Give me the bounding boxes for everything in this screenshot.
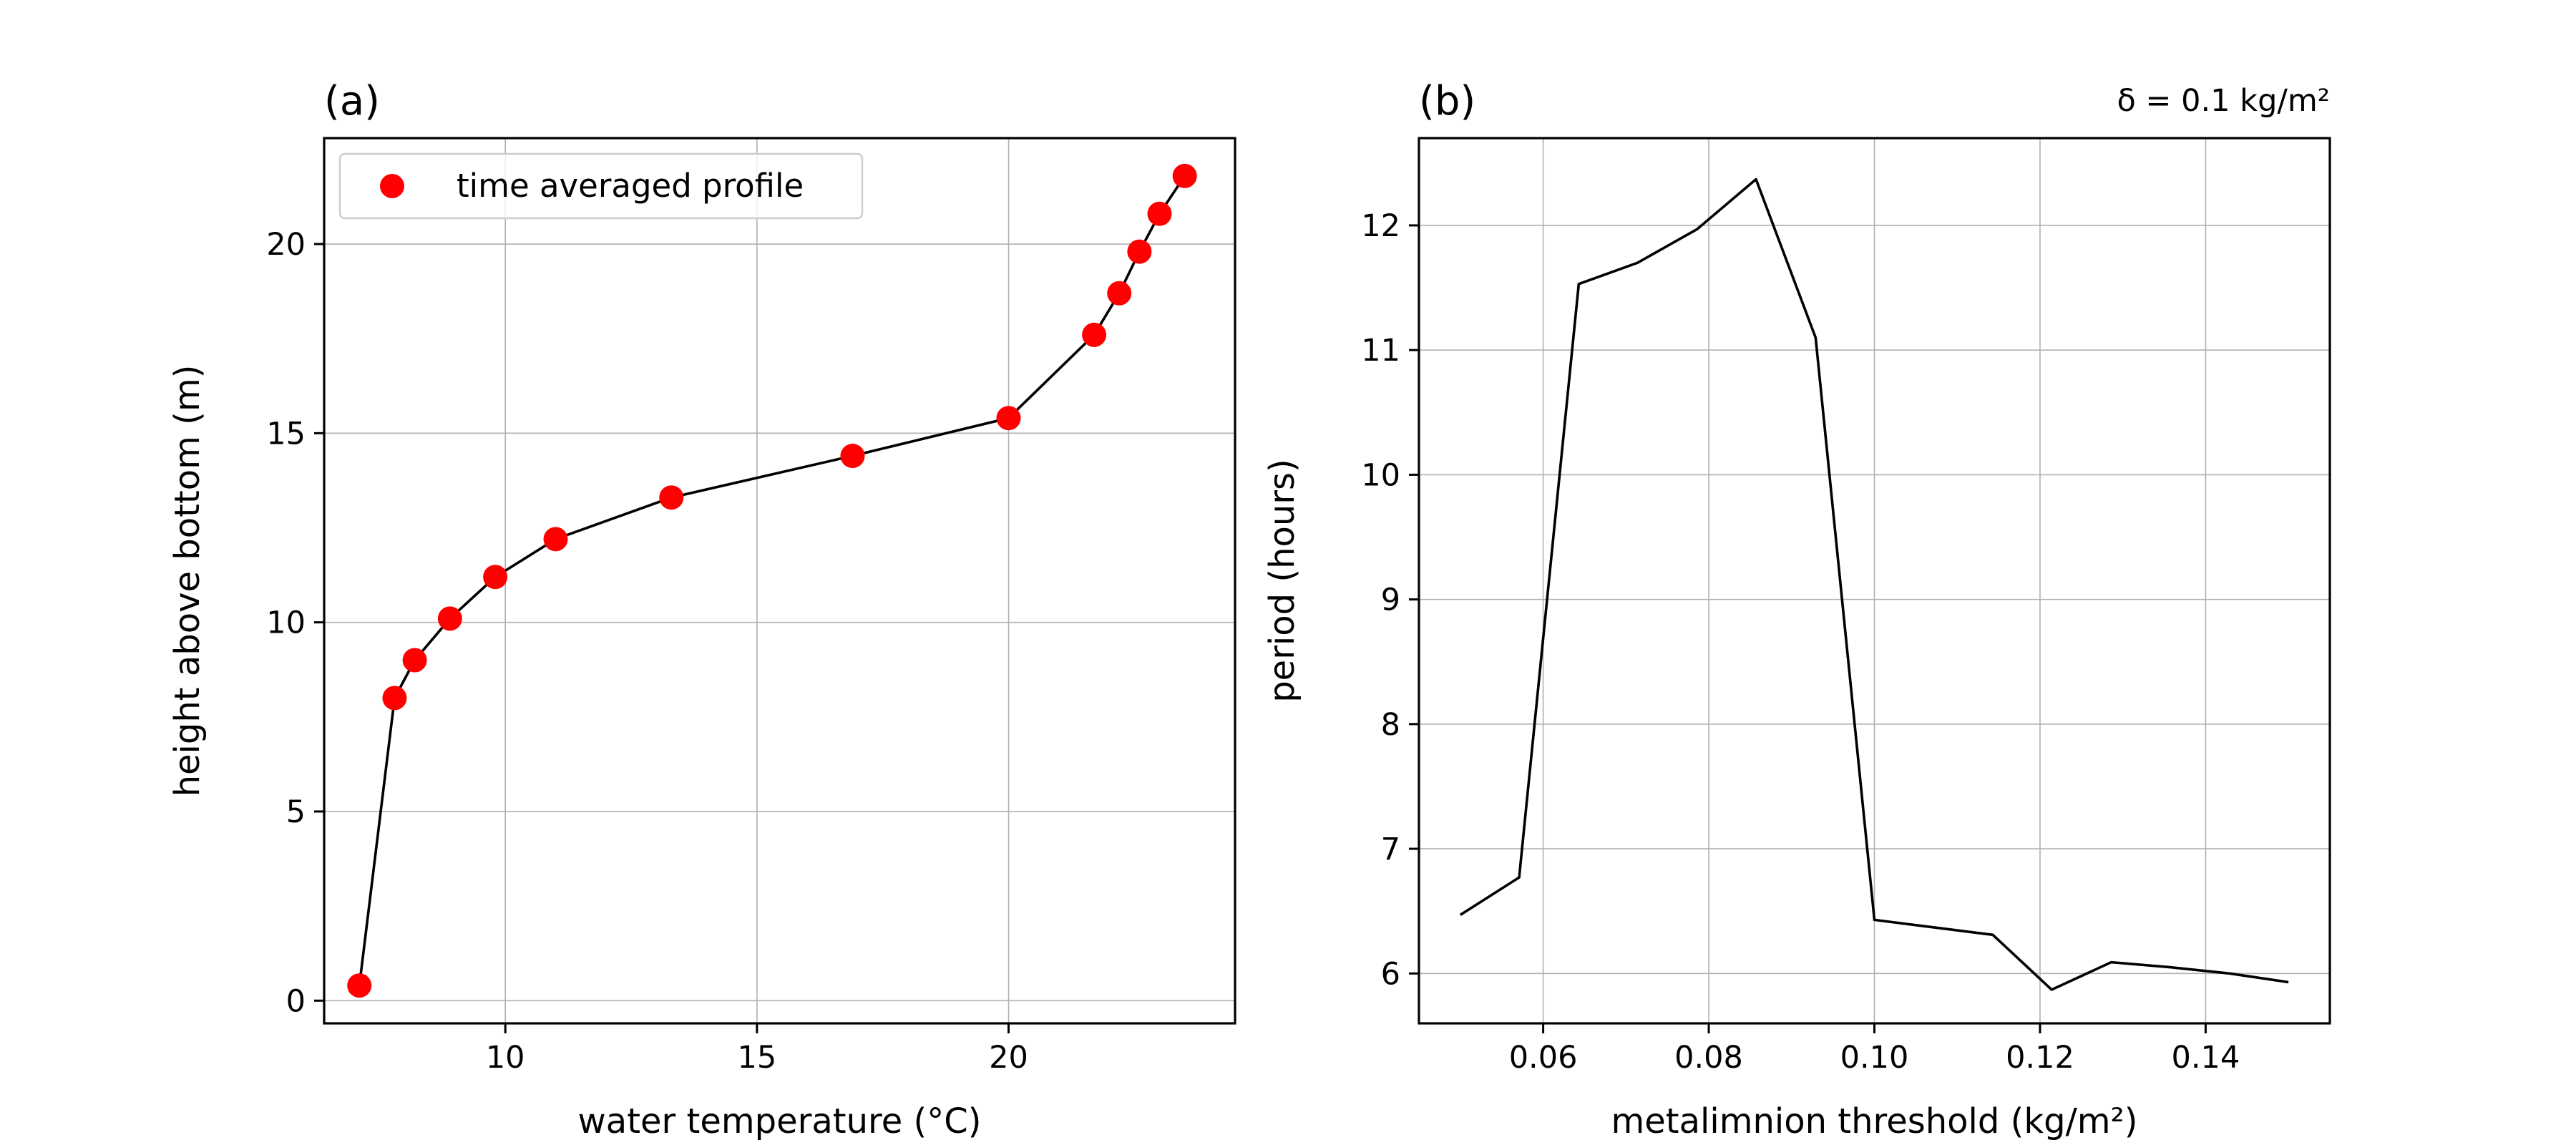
panel-a-grid — [324, 138, 1235, 1023]
profile-point — [402, 648, 427, 673]
y-tick-label: 11 — [1361, 333, 1400, 369]
panel-a-legend: time averaged profile — [338, 152, 864, 220]
panel-b-grid — [1419, 138, 2330, 1023]
x-tick-label: 0.10 — [1840, 1040, 1909, 1076]
y-tick-label: 6 — [1381, 956, 1400, 992]
panel-a-y-ticks: 0 5 10 15 20 — [266, 227, 324, 1019]
profile-point — [659, 485, 684, 510]
y-tick-label: 20 — [266, 227, 306, 263]
x-tick-label: 10 — [486, 1040, 525, 1076]
legend-entry-label: time averaged profile — [457, 167, 804, 205]
panel-b-period-vs-threshold: 0.06 0.08 0.10 0.12 0.14 6 7 8 9 10 11 12 (b) δ = … — [1262, 78, 2331, 1141]
x-tick-label: 15 — [737, 1040, 776, 1076]
panel-a-profile-points — [347, 163, 1197, 998]
x-tick-label: 0.12 — [2006, 1040, 2074, 1076]
panel-b-y-axis-label: period (hours) — [1262, 459, 1302, 703]
profile-point — [437, 606, 462, 631]
panel-a-axes-frame — [323, 137, 1236, 1025]
profile-point — [840, 444, 865, 469]
profile-point — [996, 406, 1021, 431]
x-tick-label: 0.14 — [2172, 1040, 2240, 1076]
profile-point — [1147, 201, 1172, 226]
profile-point — [1172, 163, 1197, 188]
panel-a-temperature-profile: 10 15 20 0 5 10 15 20 (a) water temperature (°… — [167, 78, 1236, 1141]
y-tick-label: 15 — [266, 416, 306, 452]
panel-b-y-ticks: 6 7 8 9 10 11 12 — [1361, 208, 1419, 992]
panel-b-period-line-group — [1459, 177, 2289, 991]
panel-b-delta-annotation: δ = 0.1 kg/m² — [2117, 83, 2330, 119]
x-tick-label: 20 — [989, 1040, 1028, 1076]
y-tick-label: 5 — [286, 794, 306, 830]
y-tick-label: 7 — [1381, 832, 1400, 867]
profile-point — [1082, 322, 1107, 347]
profile-point — [1127, 239, 1152, 264]
panel-a-x-axis-label: water temperature (°C) — [578, 1101, 982, 1141]
legend-box — [338, 152, 864, 220]
panel-a-y-axis-label: height above bottom (m) — [167, 365, 208, 797]
y-tick-label: 10 — [1361, 457, 1400, 493]
panel-b-label: (b) — [1419, 78, 1475, 125]
profile-point — [347, 973, 372, 998]
y-tick-label: 10 — [266, 605, 306, 641]
panel-b-x-ticks: 0.06 0.08 0.10 0.12 0.14 — [1509, 1023, 2240, 1076]
panel-b-x-axis-label: metalimnion threshold (kg/m²) — [1611, 1101, 2138, 1141]
y-tick-label: 9 — [1381, 583, 1400, 618]
panel-a-label: (a) — [324, 78, 380, 125]
profile-point — [382, 686, 407, 711]
profile-point — [543, 527, 568, 552]
x-tick-label: 0.08 — [1674, 1040, 1743, 1076]
y-tick-label: 0 — [286, 983, 306, 1019]
y-tick-label: 8 — [1381, 707, 1400, 743]
x-tick-label: 0.06 — [1509, 1040, 1578, 1076]
legend-marker-red-dot — [380, 174, 404, 198]
profile-point — [483, 565, 508, 590]
profile-point — [1107, 281, 1132, 306]
panel-a-x-ticks: 10 15 20 — [486, 1023, 1028, 1076]
period-line — [1459, 177, 2289, 991]
y-tick-label: 12 — [1361, 208, 1400, 244]
